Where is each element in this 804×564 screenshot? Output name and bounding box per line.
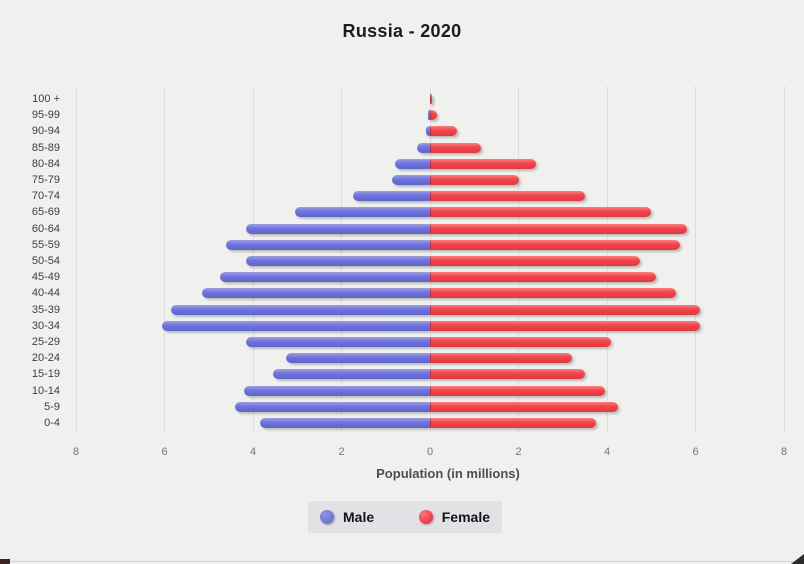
male-swatch-icon — [320, 510, 334, 524]
age-group-label: 10-14 — [31, 384, 60, 397]
male-bar — [295, 207, 430, 218]
female-bar — [430, 369, 585, 380]
male-bar — [235, 401, 430, 412]
legend: Male Female — [308, 501, 502, 533]
female-bar — [430, 223, 687, 234]
video-artifact-left — [0, 559, 10, 564]
male-bar — [226, 239, 430, 250]
female-bar — [430, 272, 656, 283]
gridline — [783, 86, 785, 433]
age-group-label: 90-94 — [31, 125, 60, 138]
x-tick-label: 6 — [161, 446, 168, 458]
age-group-label: 25-29 — [31, 336, 60, 348]
age-group-label: 55-59 — [31, 238, 60, 251]
age-group-label: 80-84 — [31, 157, 60, 170]
age-group-label: 15-19 — [31, 368, 60, 381]
female-bar — [430, 158, 537, 169]
male-bar — [428, 110, 430, 121]
x-axis-label: Population (in millions) — [376, 466, 520, 481]
female-bar — [430, 385, 605, 396]
x-tick-label: 4 — [249, 446, 257, 458]
video-artifact-corner — [791, 554, 804, 564]
age-group-label: 40-44 — [31, 287, 60, 300]
age-group-label: 35-39 — [31, 303, 60, 316]
female-swatch-icon — [418, 510, 433, 524]
male-bar — [246, 337, 430, 347]
age-group-label: 85-89 — [31, 141, 60, 154]
female-bar — [430, 191, 585, 202]
age-group-label: 45-49 — [31, 271, 60, 284]
male-bar — [219, 272, 430, 283]
male-bar — [416, 142, 430, 153]
age-group-label: 95-99 — [31, 109, 60, 122]
female-bar — [430, 175, 519, 185]
female-bar — [430, 142, 481, 153]
female-bar — [430, 110, 437, 121]
male-bar — [162, 320, 430, 331]
age-group-label: 50-54 — [31, 255, 60, 267]
male-bar — [259, 418, 430, 428]
male-bar — [272, 369, 430, 380]
age-group-label: 70-74 — [31, 190, 60, 203]
male-bar — [352, 191, 430, 202]
x-tick-label: 8 — [72, 446, 80, 458]
female-bar — [430, 304, 700, 315]
male-bar — [425, 126, 430, 137]
female-bar — [430, 418, 596, 428]
age-group-label: 100 + — [32, 93, 60, 105]
female-bar — [430, 239, 680, 250]
x-tick-label: 2 — [515, 446, 522, 458]
female-bar — [430, 207, 652, 218]
x-tick-label: 2 — [338, 446, 345, 458]
video-progress-line — [0, 561, 804, 562]
male-bar — [394, 158, 430, 169]
chart-title: Russia - 2020 — [342, 21, 462, 41]
female-bar — [430, 353, 572, 364]
gridline — [164, 86, 165, 433]
x-tick-label: 6 — [692, 446, 699, 458]
female-bar — [430, 320, 700, 331]
x-tick-label: 4 — [603, 446, 611, 458]
legend-male-label: Male — [343, 509, 375, 525]
gridline — [695, 86, 696, 433]
age-group-label: 65-69 — [31, 206, 60, 219]
male-bar — [286, 353, 430, 364]
x-tick-label: 8 — [780, 446, 788, 458]
legend-item-male[interactable]: Male — [320, 509, 374, 525]
age-group-label: 5-9 — [44, 400, 60, 413]
female-bar — [430, 256, 641, 266]
male-bar — [392, 175, 430, 185]
female-bar — [430, 94, 432, 104]
female-bar — [430, 126, 457, 137]
gridline — [75, 86, 77, 433]
x-tick-label: 0 — [426, 446, 434, 458]
age-group-label: 0-4 — [44, 417, 60, 429]
male-bar — [246, 223, 430, 234]
male-bar — [244, 385, 430, 396]
male-bar — [246, 256, 430, 266]
male-bar — [171, 304, 430, 315]
age-group-label: 30-34 — [31, 319, 60, 332]
female-bar — [430, 288, 676, 299]
female-bar — [430, 401, 619, 412]
male-bar — [202, 288, 430, 299]
female-bar — [430, 337, 612, 347]
age-group-label: 60-64 — [31, 222, 60, 235]
legend-female-label: Female — [441, 509, 490, 525]
age-group-label: 20-24 — [31, 352, 60, 365]
age-group-label: 75-79 — [31, 174, 60, 186]
legend-item-female[interactable]: Female — [418, 509, 490, 525]
